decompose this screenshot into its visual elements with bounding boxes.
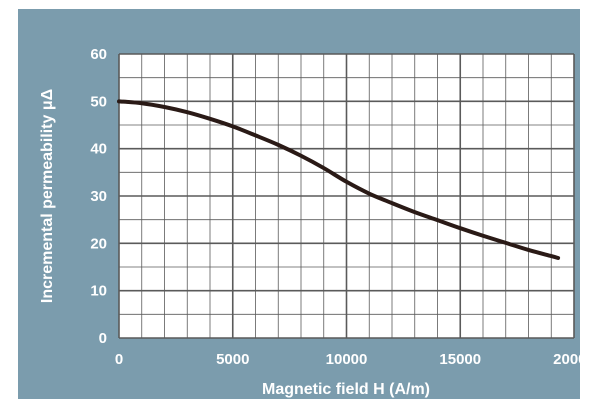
y-tick-label: 60	[90, 46, 107, 63]
grid	[118, 53, 575, 339]
y-tick-label: 40	[90, 141, 107, 158]
y-tick-label: 0	[99, 330, 107, 347]
x-tick-label: 10000	[326, 351, 368, 368]
x-tick-label: 15000	[439, 351, 481, 368]
chart-frame: 0 10 20 30 40 50 60 0 5000 10000 15000 20000 Magnet…	[18, 9, 580, 399]
tick-labels: 0 10 20 30 40 50 60 0 5000 10000 15000 20000	[90, 46, 580, 368]
x-tick-label: 5000	[216, 351, 249, 368]
y-tick-label: 30	[90, 188, 107, 205]
y-tick-label: 20	[90, 235, 107, 252]
x-tick-label: 0	[115, 351, 123, 368]
y-tick-label: 10	[90, 283, 107, 300]
y-axis-label: Incremental permeability μΔ	[39, 89, 56, 303]
permeability-chart: 0 10 20 30 40 50 60 0 5000 10000 15000 20000 Magnet…	[39, 46, 580, 398]
x-tick-label: 20000	[553, 351, 580, 368]
y-tick-label: 50	[90, 93, 107, 110]
series-line	[117, 99, 561, 261]
x-axis-label: Magnetic field H (A/m)	[262, 381, 430, 398]
